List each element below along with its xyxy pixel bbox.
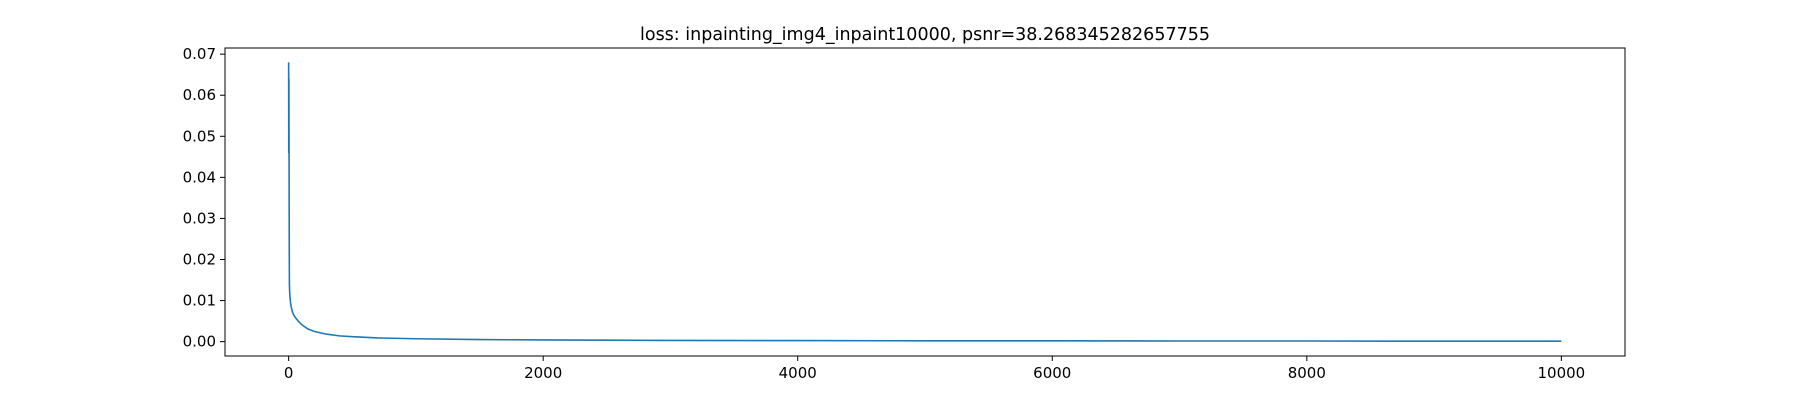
loss-series-line [287,62,1562,343]
y-tick-label: 0.02 [183,250,216,268]
y-tick-label: 0.01 [183,292,216,310]
y-tick-label: 0.03 [183,209,216,227]
x-tick-label: 2000 [524,364,562,382]
plot-frame [224,47,1626,357]
y-tick-label: 0.06 [183,86,216,104]
x-axis: 0 2000 4000 6000 8000 10000 [284,356,1585,382]
x-tick-label: 0 [284,364,294,382]
y-tick-label: 0.00 [183,333,216,351]
x-tick-label: 10000 [1538,364,1586,382]
x-tick-label: 6000 [1033,364,1071,382]
series-layer [287,62,1562,343]
x-tick-label: 4000 [779,364,817,382]
y-tick-label: 0.05 [183,127,216,145]
y-tick-label: 0.04 [183,168,216,186]
y-axis: 0.00 0.01 0.02 0.03 0.04 0.05 0.06 0.07 [183,45,225,351]
chart-title: loss: inpainting_img4_inpaint10000, psnr… [640,25,1210,45]
y-tick-label: 0.07 [183,45,216,63]
x-tick-label: 8000 [1288,364,1326,382]
